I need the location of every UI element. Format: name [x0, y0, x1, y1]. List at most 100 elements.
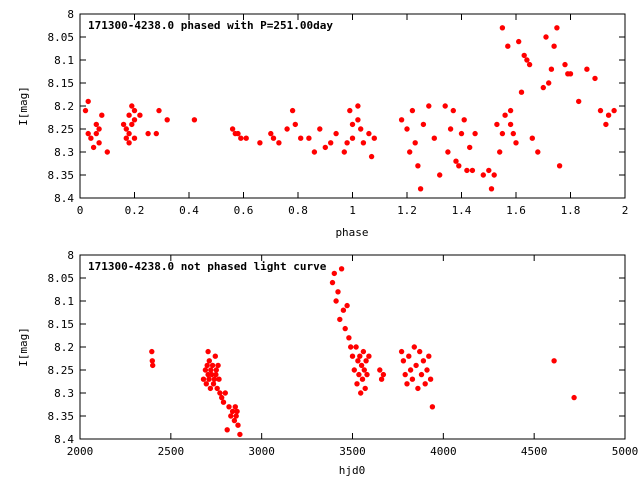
phased-data-point: [243, 135, 249, 141]
phased-x-tick-label: 2: [622, 204, 629, 217]
unphased-data-point: [149, 358, 156, 364]
phased-x-tick-label: 1.6: [506, 204, 526, 217]
phased-data-point: [510, 130, 516, 137]
unphased-x-tick-label: 3500: [339, 445, 366, 458]
phased-data-point: [284, 126, 290, 132]
phased-data-point: [322, 144, 328, 151]
unphased-x-tick-label: 4500: [521, 445, 548, 458]
unphased-data-point: [150, 362, 156, 369]
phased-data-point: [562, 61, 568, 68]
unphased-data-point: [411, 344, 417, 350]
phased-data-point: [129, 103, 135, 109]
phased-y-tick-label: 8.25: [48, 123, 75, 136]
phased-x-axis: 0 0.2 0.4 0.6 0.8 1 1.2 1.4 1.6 1.8 2: [77, 14, 629, 217]
unphased-data-point: [422, 381, 428, 387]
phased-data-point: [407, 149, 413, 155]
unphased-data-point: [216, 376, 222, 382]
unphased-data-point: [220, 399, 227, 405]
unphased-chart-title: 171300-4238.0 not phased light curve: [88, 260, 327, 273]
unphased-data-point: [417, 348, 423, 355]
unphased-y-tick-label: 8.35: [48, 410, 75, 423]
phased-data-point: [426, 103, 432, 109]
unphased-data-point: [355, 358, 361, 364]
phased-data-point: [311, 149, 318, 155]
phased-data-point: [96, 140, 102, 146]
unphased-data-point: [210, 381, 217, 387]
phased-data-point: [99, 112, 105, 118]
phased-data-point: [358, 126, 364, 132]
unphased-data-point: [366, 353, 372, 359]
phased-data-point: [347, 107, 353, 114]
phased-x-tick-label: 1: [349, 204, 356, 217]
phased-data-point: [317, 126, 323, 132]
phased-data-point: [535, 149, 541, 155]
unphased-data-point: [219, 394, 225, 401]
phased-x-tick-label: 1.2: [397, 204, 417, 217]
unphased-data-point: [234, 408, 240, 415]
phased-data-point: [257, 140, 263, 146]
phased-data-point: [464, 167, 470, 174]
phased-data-point: [442, 103, 448, 109]
unphased-data-point: [211, 376, 218, 382]
phased-data-point: [605, 112, 612, 118]
phased-data-point: [526, 61, 533, 68]
unphased-data-point: [407, 367, 414, 373]
phased-data-point: [344, 140, 350, 146]
unphased-data-point: [400, 358, 407, 364]
unphased-data-point: [348, 344, 354, 350]
unphased-data-point: [404, 381, 410, 387]
phased-data-point: [505, 43, 511, 49]
phased-data-point: [191, 117, 198, 123]
unphased-data-point: [378, 376, 385, 382]
unphased-data-point: [360, 348, 367, 355]
phased-data-point: [126, 140, 132, 146]
phased-data-point: [88, 135, 94, 141]
phased-x-tick-label: 0.6: [234, 204, 254, 217]
unphased-data-point: [206, 376, 212, 382]
unphased-data-point: [231, 417, 238, 424]
unphased-data-point: [418, 371, 425, 378]
phased-data-point: [366, 130, 372, 137]
phased-data-point: [333, 130, 339, 137]
unphased-data-points: [149, 266, 577, 438]
phased-data-point: [355, 103, 361, 109]
phased-data-point: [398, 117, 405, 123]
phased-data-point: [120, 121, 127, 128]
unphased-data-point: [233, 413, 239, 419]
unphased-data-point: [331, 270, 337, 277]
phased-data-point: [567, 71, 574, 77]
phased-data-point: [521, 52, 527, 59]
unphased-data-point: [362, 385, 368, 392]
phased-data-point: [235, 130, 241, 137]
unphased-data-point: [217, 390, 223, 396]
phased-data-point: [90, 144, 97, 151]
phased-y-tick-label: 8: [67, 8, 74, 21]
unphased-data-point: [358, 362, 365, 369]
phased-data-point: [153, 130, 160, 137]
unphased-data-point: [427, 376, 434, 382]
phased-data-point: [494, 121, 500, 128]
unphased-data-point: [357, 353, 363, 359]
phased-data-point: [431, 135, 437, 141]
phased-data-point: [507, 121, 514, 128]
phased-data-point: [328, 140, 334, 146]
phased-data-point: [524, 57, 530, 63]
phased-data-point: [131, 135, 138, 141]
phased-data-point: [456, 163, 462, 169]
phased-data-points: [82, 25, 617, 192]
phased-data-point: [93, 130, 100, 137]
unphased-data-point: [424, 367, 430, 373]
unphased-data-point: [205, 348, 211, 355]
phased-plot-frame: [79, 13, 626, 199]
phased-data-point: [371, 135, 377, 141]
phased-data-point: [85, 130, 91, 137]
phased-data-point: [554, 25, 560, 31]
unphased-data-point: [207, 385, 214, 392]
phased-y-tick-label: 8.3: [54, 146, 74, 159]
phased-data-point: [409, 107, 416, 114]
unphased-y-tick-label: 8.1: [54, 295, 74, 308]
unphased-data-point: [149, 348, 155, 355]
phased-data-point: [603, 121, 609, 128]
unphased-x-tick-label: 2500: [158, 445, 185, 458]
unphased-data-point: [338, 266, 345, 272]
